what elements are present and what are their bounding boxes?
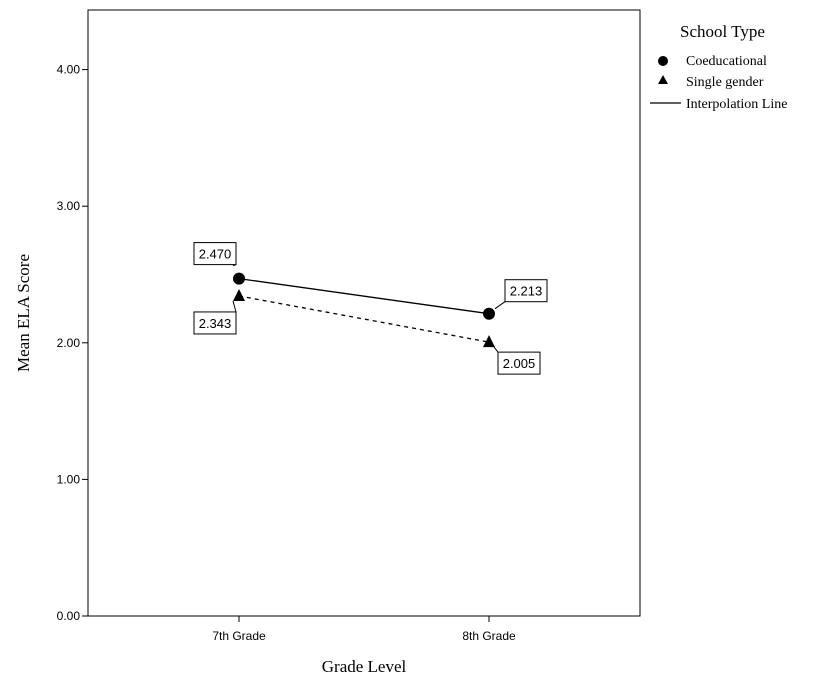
triangle-marker-1-1 [483,335,495,348]
data-labels: 2.470 2.213 2.343 2.005 [193,242,548,375]
y-tick-label-0: 0.00 [57,609,81,623]
series-line-1 [238,295,490,343]
data-label-1-1: 2.005 [503,356,536,371]
data-label-box-1-0 [193,311,237,335]
series-layer [233,272,495,348]
y-tick-label-3: 3.00 [57,199,81,213]
legend: School Type Coeducational Single gender … [650,22,787,112]
data-label-box-0-1 [504,279,548,303]
series-line-0 [238,277,490,315]
x-tick-label-0: 7th Grade [212,629,266,643]
x-axis: 7th Grade 8th Grade [212,616,516,643]
data-label-1-0: 2.343 [199,316,232,331]
circle-marker-0-1 [483,307,495,320]
legend-title: School Type [680,22,765,41]
legend-item-coeducational: Coeducational [686,54,767,69]
legend-triangle-marker [658,75,668,84]
y-tick-label-4: 4.00 [57,63,81,77]
legend-item-single-gender: Single gender [686,75,764,90]
data-label-callout-0-1 [494,301,506,310]
y-tick-label-2: 2.00 [57,336,81,350]
data-label-box-0-0 [193,242,237,266]
x-tick-label-1: 8th Grade [462,629,516,643]
data-label-box-1-1 [497,351,541,375]
circle-marker-0-0 [233,272,245,285]
data-label-callout-1-1 [493,346,499,353]
y-axis-title: Mean ELA Score [14,254,33,372]
triangle-marker-1-0 [233,288,245,301]
data-label-0-1: 2.213 [510,284,543,299]
x-axis-title: Grade Level [322,657,407,676]
legend-item-interpolation-line: Interpolation Line [686,97,787,112]
plot-frame [87,9,641,617]
data-label-callout-1-0 [232,300,237,313]
y-axis: 0.00 1.00 2.00 3.00 4.00 [57,63,88,623]
data-label-0-0: 2.470 [199,247,232,262]
legend-circle-marker [658,56,668,66]
y-tick-label-1: 1.00 [57,472,81,486]
